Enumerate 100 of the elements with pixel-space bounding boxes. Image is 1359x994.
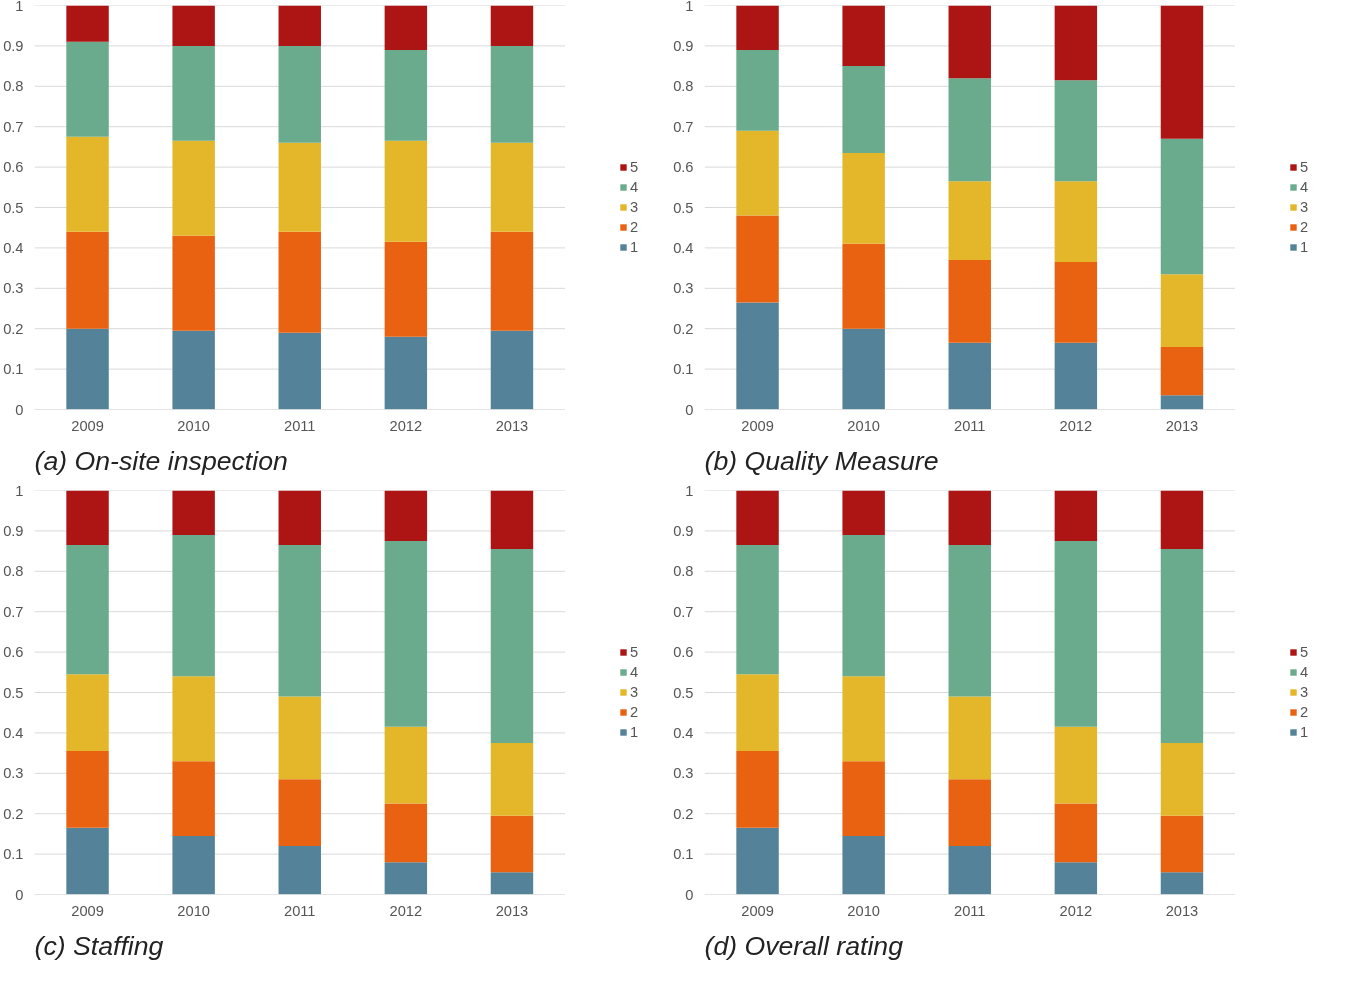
x-tick-label: 2013	[1165, 417, 1199, 434]
bar	[66, 231, 109, 329]
y-tick-label: 0.6	[673, 644, 694, 661]
legend-label: 5	[630, 644, 640, 660]
bar	[842, 835, 885, 895]
y-tick-label: 0.8	[673, 563, 694, 580]
y-tick-label: 0.2	[3, 320, 24, 337]
y-tick-label: 1	[685, 0, 694, 14]
bar	[172, 5, 215, 46]
y-tick-label: 0.6	[673, 159, 694, 176]
bar	[384, 862, 428, 895]
bar	[842, 152, 885, 244]
legend-label: 5	[1300, 644, 1310, 660]
y-tick-label: 0.7	[3, 118, 24, 135]
y-tick-label: 0.8	[3, 78, 24, 95]
bar	[842, 66, 885, 153]
bar	[490, 231, 534, 331]
bar	[490, 815, 534, 873]
bar	[736, 130, 779, 216]
y-tick-label: 0	[685, 886, 694, 903]
y-tick-label: 0.9	[3, 37, 24, 54]
bar	[490, 743, 534, 816]
bar	[842, 243, 885, 329]
bar	[172, 330, 215, 410]
bar	[736, 751, 779, 828]
bar	[948, 545, 991, 697]
x-tick-label: 2010	[177, 902, 210, 919]
y-tick-label: 0.4	[673, 239, 694, 256]
bar	[66, 674, 109, 752]
bar	[384, 140, 428, 242]
bar	[1160, 274, 1204, 347]
bar	[842, 490, 885, 535]
y-tick-label: 0.7	[3, 603, 24, 620]
x-tick-label: 2009	[741, 417, 774, 434]
legend-label: 3	[630, 684, 640, 700]
bar	[1054, 862, 1098, 895]
bar	[384, 541, 428, 727]
y-tick-label: 0.2	[3, 805, 24, 822]
bar	[384, 336, 428, 410]
y-tick-label: 0.3	[3, 765, 24, 782]
bar	[66, 545, 109, 675]
x-tick-label: 2013	[495, 902, 529, 919]
bar	[172, 835, 215, 895]
bar	[1160, 346, 1204, 396]
legend-label: 3	[1300, 199, 1310, 215]
bar	[490, 5, 534, 46]
bar	[1054, 262, 1098, 343]
bar	[278, 231, 321, 333]
bar	[172, 45, 215, 141]
y-tick-label: 0.8	[673, 78, 694, 95]
bar	[948, 5, 991, 79]
bar	[66, 490, 109, 546]
x-tick-label: 2012	[1059, 902, 1093, 919]
y-tick-label: 0.8	[3, 563, 24, 580]
x-tick-label: 2012	[389, 902, 423, 919]
x-tick-label: 2012	[1059, 417, 1093, 434]
bar	[490, 330, 534, 410]
bar	[1054, 726, 1098, 804]
y-tick-label: 0.9	[3, 522, 24, 539]
x-tick-label: 2011	[284, 902, 316, 919]
bar	[736, 827, 779, 895]
bar	[1160, 549, 1204, 743]
y-tick-label: 0.2	[673, 805, 694, 822]
x-tick-label: 2013	[1165, 902, 1199, 919]
text: (a) On-site inspection	[34, 445, 288, 476]
bar	[278, 332, 321, 410]
y-tick-label: 0	[15, 886, 24, 903]
legend-label: 2	[630, 704, 640, 720]
bar	[736, 674, 779, 752]
y-tick-label: 1	[15, 482, 24, 499]
bar	[948, 342, 991, 410]
bar	[490, 142, 534, 232]
bar	[490, 872, 534, 895]
bar	[842, 761, 885, 836]
bar	[66, 41, 109, 137]
bar	[1160, 5, 1204, 139]
legend-label: 1	[1300, 724, 1310, 740]
y-tick-label: 0.6	[3, 159, 24, 176]
legend-label: 4	[630, 664, 640, 680]
bar	[1054, 490, 1098, 541]
bar	[490, 549, 534, 743]
legend-label: 2	[630, 219, 640, 235]
legend-label: 1	[1300, 239, 1310, 255]
bar	[490, 490, 534, 550]
x-tick-label: 2010	[847, 417, 880, 434]
bar	[1160, 395, 1204, 410]
y-tick-label: 0.5	[673, 199, 694, 216]
legend-label: 3	[1300, 684, 1310, 700]
x-tick-label: 2011	[954, 417, 986, 434]
x-tick-label: 2009	[71, 417, 104, 434]
bar	[1054, 541, 1098, 727]
bar	[736, 302, 779, 410]
bar	[278, 846, 321, 895]
bar	[66, 328, 109, 410]
y-tick-label: 0.5	[3, 199, 24, 216]
y-tick-label: 0	[15, 401, 24, 418]
bar	[948, 696, 991, 780]
bar	[172, 534, 215, 677]
y-tick-label: 0.5	[673, 684, 694, 701]
y-tick-label: 0.5	[3, 684, 24, 701]
